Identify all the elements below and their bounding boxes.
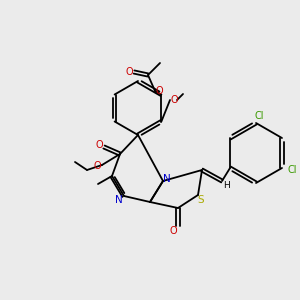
- Text: O: O: [169, 226, 177, 236]
- Text: O: O: [93, 161, 101, 171]
- Text: O: O: [125, 67, 133, 77]
- Text: H: H: [224, 182, 230, 190]
- Text: Cl: Cl: [254, 111, 264, 121]
- Text: Cl: Cl: [287, 165, 297, 175]
- Text: O: O: [95, 140, 103, 150]
- Text: O: O: [155, 86, 163, 96]
- Text: S: S: [198, 195, 204, 205]
- Text: N: N: [115, 195, 123, 205]
- Text: N: N: [163, 174, 171, 184]
- Text: O: O: [170, 95, 178, 105]
